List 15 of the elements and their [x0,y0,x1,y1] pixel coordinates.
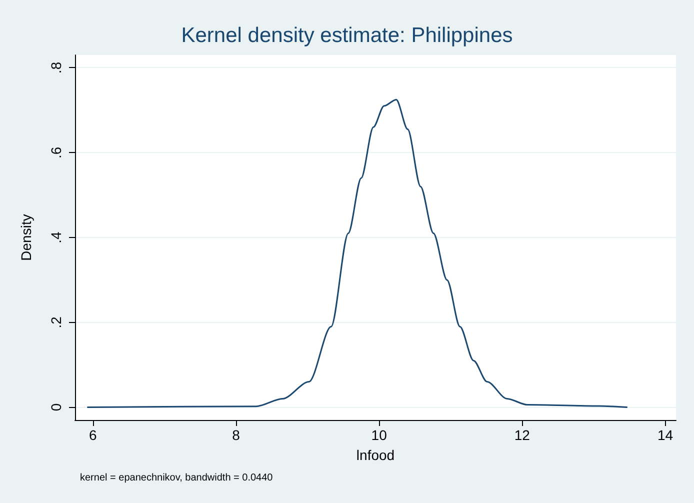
x-axis-title: lnfood [356,447,395,463]
y-axis-title: Density [18,214,34,261]
chart-title: Kernel density estimate: Philippines [181,24,513,47]
y-tick-label: 0 [48,403,64,412]
x-tick-label: 12 [514,427,530,443]
y-tick-label: .4 [48,231,64,244]
x-tick-label: 6 [88,427,97,443]
line-series [86,98,628,408]
x-tick-label: 14 [657,427,674,443]
y-tick-label: .8 [48,62,64,74]
x-tick-label: 10 [371,427,388,443]
text: kernel = epanechnikov, bandwidth = 0.0440 [80,472,274,484]
y-tick-label: .6 [48,146,64,158]
x-tick-label: 8 [232,427,240,443]
y-tick-label: .2 [48,316,64,328]
